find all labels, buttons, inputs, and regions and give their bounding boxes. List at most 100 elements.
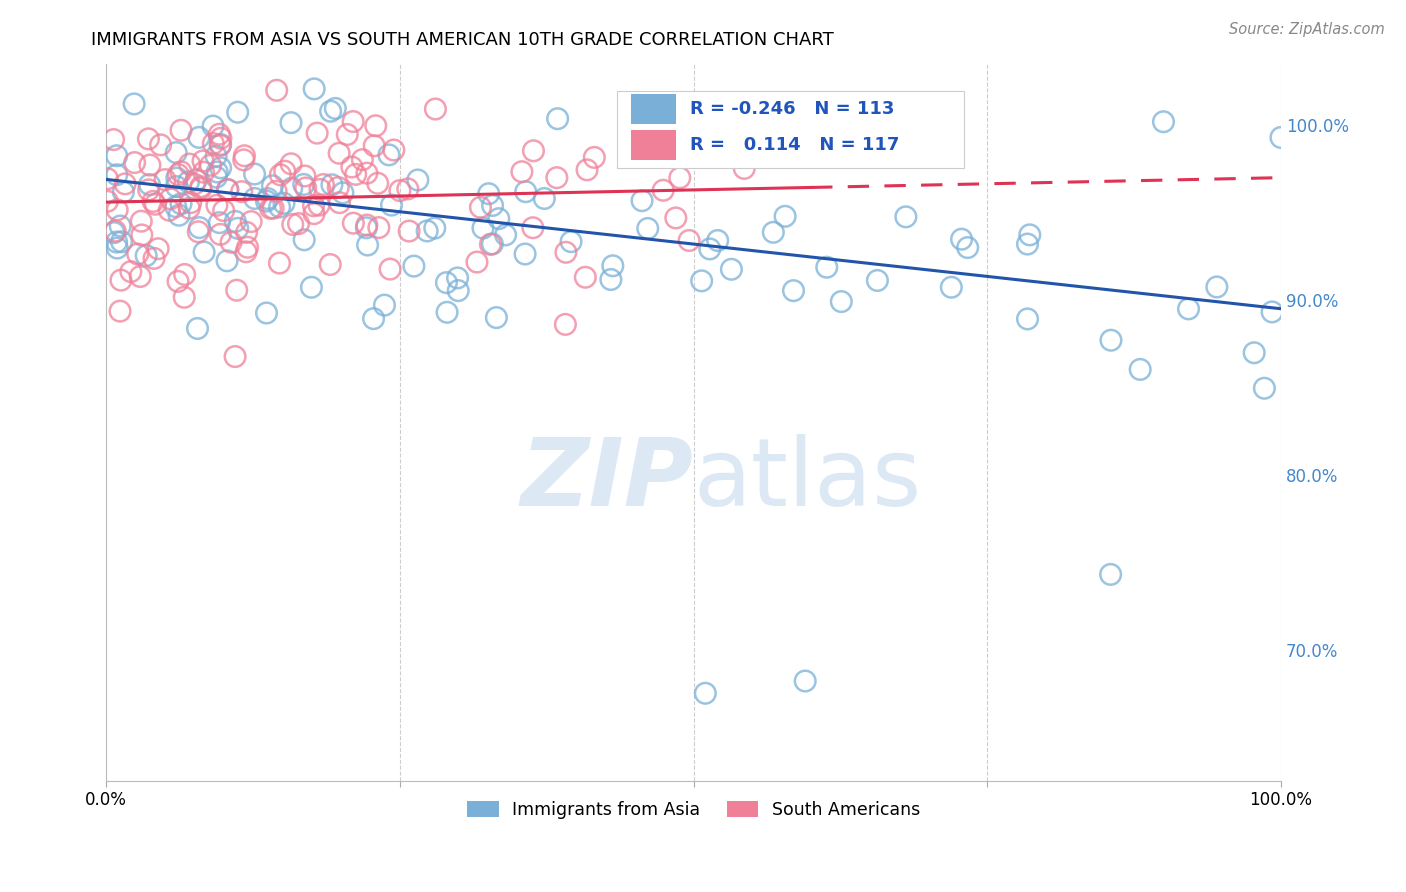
- Point: [200, 158, 222, 172]
- Point: [201, 119, 224, 133]
- Point: [280, 116, 302, 130]
- Point: [1261, 305, 1284, 319]
- FancyBboxPatch shape: [631, 94, 676, 124]
- Point: [495, 227, 517, 242]
- Point: [302, 199, 325, 213]
- Point: [292, 178, 315, 192]
- Point: [112, 185, 135, 199]
- Point: [380, 198, 402, 212]
- Point: [96, 194, 118, 209]
- Point: [103, 226, 125, 240]
- Text: R = -0.246   N = 113: R = -0.246 N = 113: [690, 100, 894, 118]
- Point: [186, 321, 208, 335]
- Point: [187, 225, 209, 239]
- Point: [105, 241, 128, 255]
- Point: [319, 104, 342, 119]
- Point: [138, 178, 160, 192]
- Point: [356, 238, 378, 252]
- Point: [1205, 280, 1227, 294]
- Point: [110, 273, 132, 287]
- Point: [328, 146, 350, 161]
- Point: [373, 298, 395, 312]
- Point: [356, 166, 378, 180]
- Point: [131, 227, 153, 242]
- Point: [232, 153, 254, 167]
- Point: [231, 185, 253, 199]
- Point: [191, 153, 214, 168]
- Point: [555, 245, 578, 260]
- Point: [259, 202, 281, 216]
- Point: [256, 306, 278, 320]
- Point: [328, 180, 350, 194]
- Point: [138, 183, 160, 197]
- Point: [325, 102, 347, 116]
- Point: [342, 216, 364, 230]
- Point: [488, 211, 510, 226]
- Point: [378, 262, 401, 277]
- Point: [1243, 345, 1265, 359]
- Point: [217, 182, 239, 196]
- Point: [950, 232, 973, 246]
- Point: [209, 131, 232, 145]
- Point: [269, 200, 291, 214]
- Point: [1099, 333, 1122, 347]
- Point: [478, 186, 501, 201]
- Point: [205, 170, 228, 185]
- Point: [209, 137, 232, 152]
- Point: [143, 197, 166, 211]
- Point: [669, 170, 692, 185]
- Point: [138, 132, 160, 146]
- Point: [554, 318, 576, 332]
- Point: [602, 259, 624, 273]
- Point: [256, 194, 278, 208]
- Point: [205, 198, 228, 212]
- Point: [513, 247, 536, 261]
- Point: [956, 241, 979, 255]
- Point: [215, 253, 238, 268]
- Point: [240, 214, 263, 228]
- Point: [193, 245, 215, 260]
- Point: [129, 214, 152, 228]
- Point: [104, 224, 127, 238]
- Point: [336, 128, 359, 142]
- Point: [190, 179, 212, 194]
- Point: [183, 177, 205, 191]
- Text: IMMIGRANTS FROM ASIA VS SOUTH AMERICAN 10TH GRADE CORRELATION CHART: IMMIGRANTS FROM ASIA VS SOUTH AMERICAN 1…: [91, 31, 834, 49]
- Point: [173, 290, 195, 304]
- Point: [510, 165, 533, 179]
- Point: [356, 218, 378, 232]
- Point: [583, 150, 606, 164]
- Point: [256, 192, 278, 206]
- Point: [103, 132, 125, 146]
- Point: [108, 304, 131, 318]
- Point: [319, 258, 342, 272]
- Point: [1017, 237, 1039, 252]
- Point: [167, 168, 190, 182]
- Point: [280, 157, 302, 171]
- Point: [294, 181, 316, 195]
- Point: [208, 127, 231, 141]
- Text: atlas: atlas: [693, 434, 922, 525]
- Point: [264, 184, 287, 198]
- Point: [446, 271, 468, 285]
- Point: [233, 149, 256, 163]
- Point: [219, 235, 242, 250]
- Point: [402, 259, 425, 273]
- Point: [105, 202, 128, 217]
- Point: [207, 165, 229, 179]
- Point: [108, 219, 131, 233]
- Point: [217, 183, 239, 197]
- Point: [120, 265, 142, 279]
- Point: [188, 220, 211, 235]
- Point: [173, 268, 195, 282]
- Point: [129, 269, 152, 284]
- Point: [416, 224, 439, 238]
- Point: [481, 198, 503, 212]
- Point: [425, 102, 447, 116]
- Point: [356, 220, 378, 235]
- Point: [1099, 567, 1122, 582]
- Point: [574, 270, 596, 285]
- Point: [481, 236, 503, 251]
- Point: [266, 83, 288, 97]
- Point: [177, 175, 200, 189]
